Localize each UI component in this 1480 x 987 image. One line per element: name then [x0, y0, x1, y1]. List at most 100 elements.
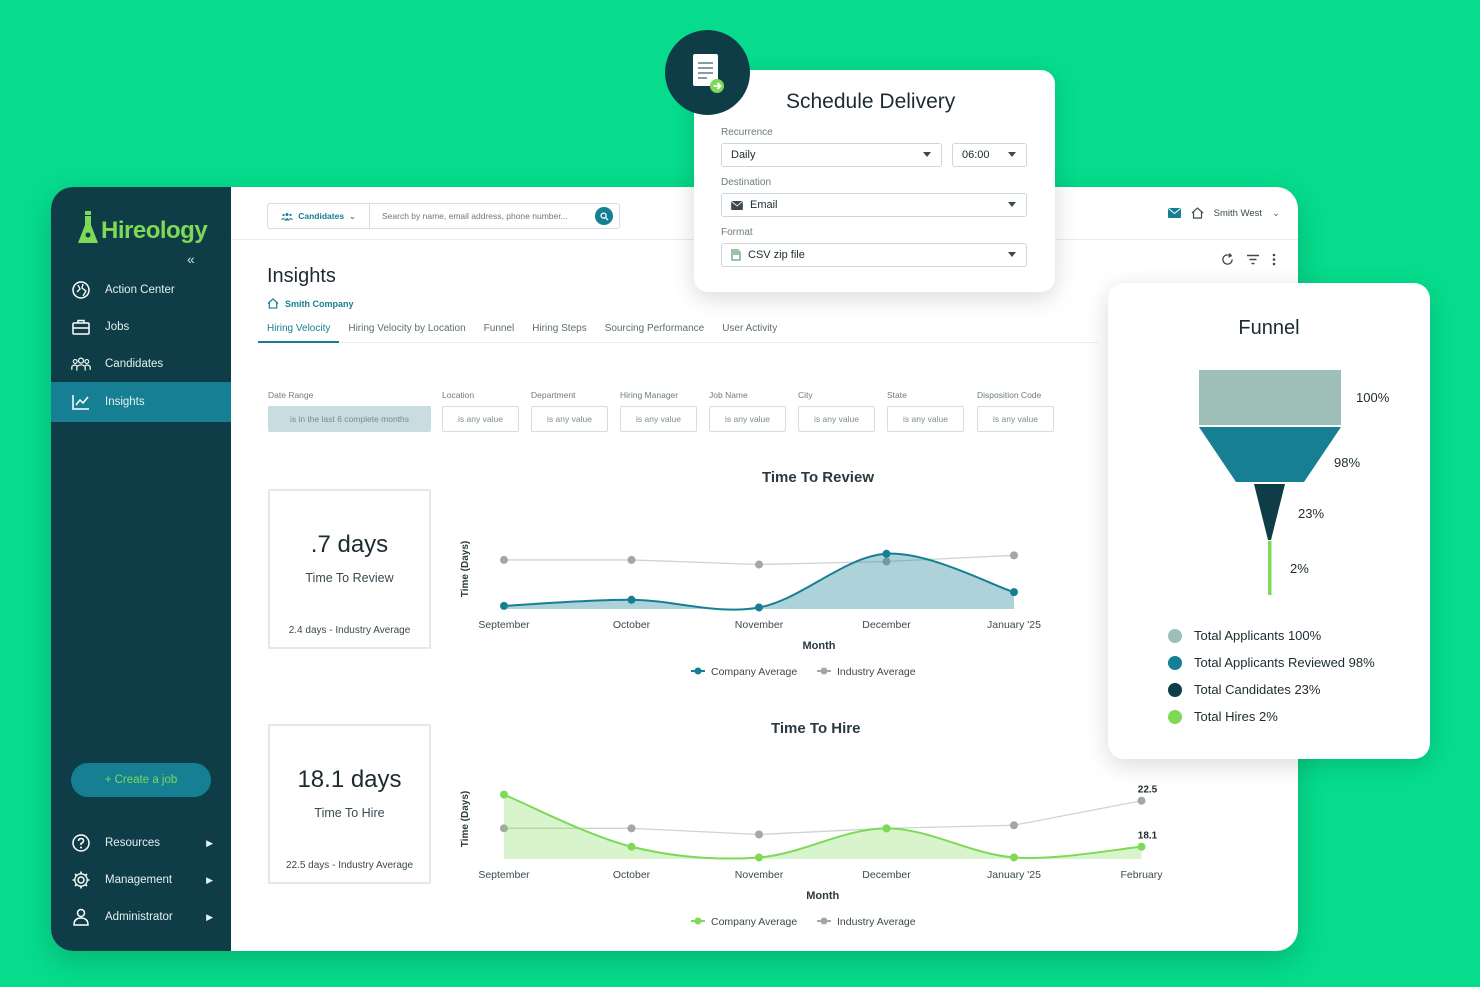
data-point[interactable] — [1137, 796, 1146, 805]
legend-label[interactable]: Company Average — [711, 916, 797, 927]
data-point[interactable] — [1010, 853, 1018, 862]
data-label: 22.5 — [1138, 785, 1158, 796]
x-tick-label: September — [478, 619, 530, 631]
more-vertical-icon[interactable] — [1272, 253, 1276, 266]
data-point[interactable] — [1010, 821, 1018, 830]
sidebar-item-candidates[interactable]: Candidates — [51, 345, 231, 383]
gear-icon — [72, 871, 90, 889]
data-point[interactable] — [500, 790, 508, 799]
data-point[interactable] — [882, 549, 891, 558]
chevron-down-icon[interactable]: ⌄ — [1272, 207, 1280, 219]
destination-label: Destination — [721, 177, 772, 188]
create-job-button[interactable]: + Create a job — [71, 763, 211, 797]
mail-icon[interactable] — [1167, 208, 1181, 218]
filter-value[interactable]: is in the last 6 complete months — [268, 406, 431, 432]
search-input[interactable] — [370, 211, 595, 221]
sidebar-item-action-center[interactable]: Action Center — [51, 271, 231, 309]
filter-value[interactable]: is any value — [887, 406, 964, 432]
sidebar-item-label: Jobs — [105, 321, 130, 333]
people-icon — [281, 212, 294, 220]
format-select[interactable]: CSV zip file — [721, 243, 1027, 267]
x-tick-label: December — [862, 619, 911, 631]
time-to-review-chart: Time (Days) September October November Decem… — [460, 541, 1041, 678]
time-value: 06:00 — [962, 149, 990, 161]
tab-hiring-steps[interactable]: Hiring Steps — [532, 323, 587, 334]
data-point[interactable] — [500, 555, 508, 564]
tab-hiring-velocity[interactable]: Hiring Velocity — [258, 317, 340, 343]
data-point[interactable] — [882, 824, 891, 833]
legend-dot — [1168, 655, 1182, 670]
filter-value[interactable]: is any value — [620, 406, 697, 432]
sidebar-item-label: Insights — [105, 396, 145, 408]
company-breadcrumb[interactable]: Smith Company — [267, 298, 354, 309]
legend-label[interactable]: Industry Average — [837, 666, 916, 678]
legend-label[interactable]: Industry Average — [837, 916, 916, 927]
people-icon — [71, 357, 91, 371]
legend-label: Total Hires 2% — [1194, 709, 1278, 724]
data-point[interactable] — [755, 830, 763, 839]
data-point[interactable] — [755, 603, 763, 612]
legend-dot — [1168, 682, 1182, 697]
time-select[interactable]: 06:00 — [952, 143, 1027, 167]
logo-text: Hireology — [101, 217, 208, 244]
data-point[interactable] — [627, 555, 636, 564]
filter-value[interactable]: is any value — [531, 406, 608, 432]
x-tick-label: September — [478, 869, 530, 881]
sidebar-item-administrator[interactable]: Administrator ▶ — [51, 898, 231, 936]
filter-value[interactable]: is any value — [798, 406, 875, 432]
document-badge — [665, 30, 750, 115]
search-button[interactable] — [595, 207, 613, 225]
data-point[interactable] — [1010, 588, 1018, 597]
data-point[interactable] — [627, 824, 636, 833]
data-point[interactable] — [1137, 842, 1146, 851]
globe-icon — [72, 281, 90, 299]
user-name[interactable]: Smith West — [1213, 207, 1263, 219]
recurrence-select[interactable]: Daily — [721, 143, 942, 167]
data-point[interactable] — [755, 560, 763, 569]
funnel-pct-applicants: 100% — [1356, 390, 1390, 405]
x-tick-label: November — [735, 869, 784, 881]
filter-value[interactable]: is any value — [709, 406, 786, 432]
refresh-icon[interactable] — [1221, 253, 1234, 266]
x-tick-label: January '25 — [987, 619, 1041, 631]
chevron-right-icon: ▶ — [206, 874, 213, 885]
search-scope-dropdown[interactable]: Candidates ⌄ — [268, 204, 370, 228]
hireology-logo[interactable]: Hireology — [77, 211, 208, 245]
data-point[interactable] — [627, 842, 636, 851]
recurrence-label: Recurrence — [721, 127, 773, 138]
schedule-title: Schedule Delivery — [786, 90, 956, 113]
filter-value[interactable]: is any value — [442, 406, 519, 432]
sidebar-item-label: Action Center — [105, 284, 175, 296]
data-point[interactable] — [1010, 551, 1018, 560]
sidebar-item-resources[interactable]: Resources ▶ — [51, 824, 231, 862]
sidebar-item-jobs[interactable]: Jobs — [51, 308, 231, 346]
filter-icon[interactable] — [1246, 253, 1260, 266]
legend-label[interactable]: Company Average — [711, 666, 797, 678]
x-tick-label: November — [735, 619, 784, 631]
page-title: Insights — [267, 265, 336, 287]
tab-funnel[interactable]: Funnel — [483, 323, 515, 334]
tab-sourcing-performance[interactable]: Sourcing Performance — [604, 323, 705, 334]
data-point[interactable] — [755, 853, 763, 862]
chart-title: Time To Hire — [771, 720, 861, 737]
data-point[interactable] — [882, 557, 891, 566]
chevron-down-icon — [1008, 252, 1016, 257]
sidebar-item-insights[interactable]: Insights — [51, 382, 231, 422]
data-point[interactable] — [627, 595, 636, 604]
destination-value: Email — [750, 199, 778, 211]
tab-hiring-velocity-by-location[interactable]: Hiring Velocity by Location — [348, 323, 466, 334]
user-area: Smith West ⌄ — [1167, 207, 1280, 219]
tab-user-activity[interactable]: User Activity — [722, 323, 778, 334]
sidebar-item-management[interactable]: Management ▶ — [51, 861, 231, 899]
filter-label: Job Name — [709, 390, 748, 400]
filter-date-range: Date Range is in the last 6 complete mon… — [268, 390, 431, 432]
data-point[interactable] — [500, 601, 508, 610]
x-axis-title: Month — [806, 890, 839, 902]
destination-select[interactable]: Email — [721, 193, 1027, 217]
legend-swatch-dot — [694, 667, 702, 675]
collapse-sidebar-icon[interactable]: « — [187, 251, 195, 267]
data-point[interactable] — [500, 824, 508, 833]
insights-tabs: Hiring Velocity Hiring Velocity by Locat… — [258, 317, 1098, 343]
chart-line-icon — [72, 395, 89, 410]
filter-value[interactable]: is any value — [977, 406, 1054, 432]
